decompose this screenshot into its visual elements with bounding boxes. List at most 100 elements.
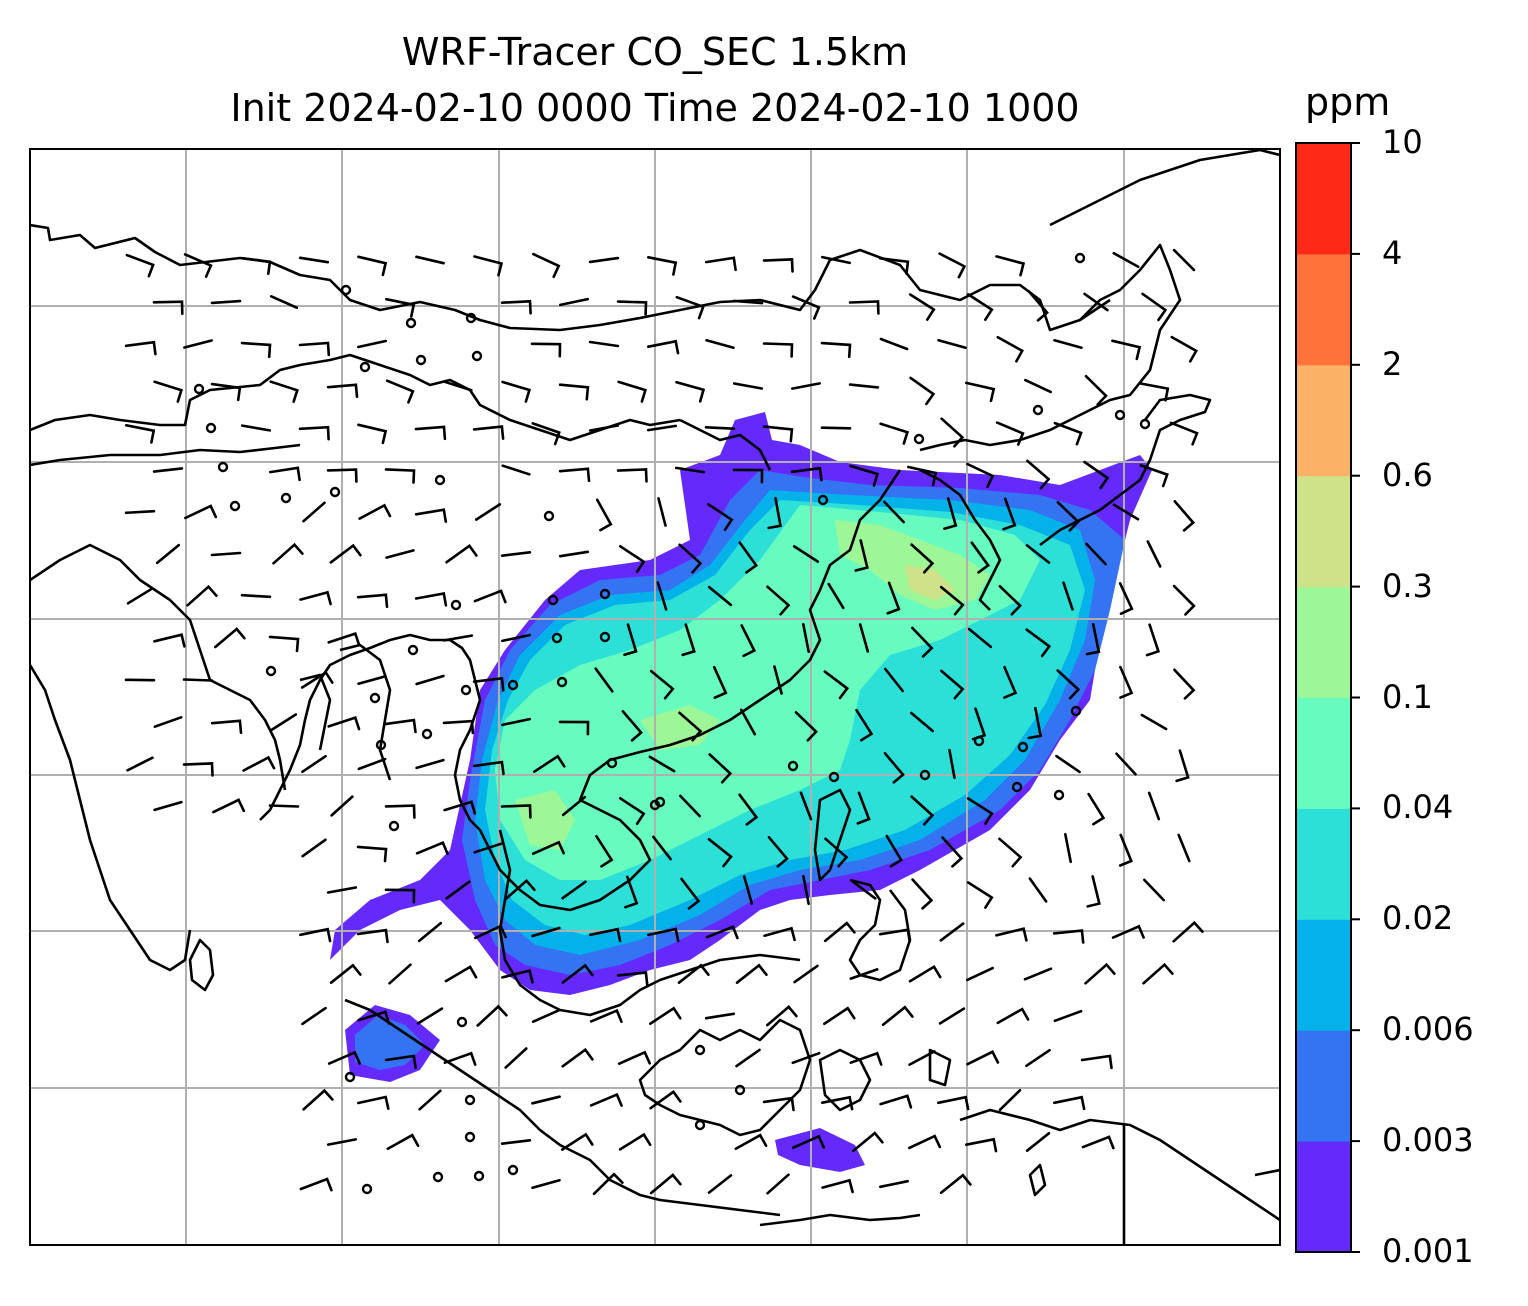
wind-barb — [937, 338, 967, 350]
wind-barb — [504, 878, 536, 901]
wind-barb — [152, 300, 184, 315]
calm-wind-circle — [828, 771, 840, 783]
wind-barb — [732, 299, 764, 305]
wind-barb — [268, 466, 301, 482]
wind-barb — [1173, 500, 1196, 532]
wind-barb — [1087, 792, 1106, 826]
calm-wind-circle — [1074, 252, 1086, 264]
wind-barb — [125, 253, 155, 278]
calm-wind-circle — [456, 1016, 468, 1028]
wind-barb — [738, 793, 759, 826]
wind-barb — [998, 1088, 1022, 1112]
wind-barb — [766, 1173, 790, 1195]
wind-barb — [1002, 497, 1017, 531]
calm-wind-circle — [913, 433, 925, 445]
calm-wind-circle — [421, 728, 433, 740]
colorbar-tick-label: 4 — [1382, 233, 1403, 272]
wind-barb — [966, 1050, 1000, 1066]
wind-barb — [474, 503, 502, 521]
calm-wind-circle — [973, 735, 985, 747]
wind-barb — [649, 669, 675, 700]
wind-barb — [649, 1006, 682, 1025]
colorbar-segment — [1296, 808, 1351, 920]
wind-barb — [357, 757, 387, 771]
wind-barb — [1172, 248, 1196, 272]
wind-barb — [384, 468, 416, 484]
wind-barb — [883, 500, 905, 524]
wind-barb — [1081, 1135, 1115, 1150]
wind-barb — [791, 1134, 825, 1149]
wind-barb — [647, 927, 680, 943]
wind-barb — [588, 340, 620, 348]
wind-barb — [298, 256, 330, 264]
wind-barb — [1139, 464, 1169, 488]
wind-barb — [445, 880, 471, 900]
wind-barb — [1173, 668, 1196, 700]
wind-barb — [791, 1051, 821, 1065]
wind-barb — [762, 1096, 795, 1112]
wind-barb — [939, 922, 965, 942]
wind-barb — [791, 382, 821, 390]
wind-barb — [1140, 713, 1168, 731]
calm-wind-circle — [465, 312, 477, 324]
calm-wind-circle — [734, 1084, 746, 1096]
wind-barb — [592, 1172, 624, 1196]
wind-barb — [909, 376, 936, 406]
wind-barb — [418, 1089, 442, 1111]
tracer-level-0.04 — [495, 505, 1040, 880]
wind-barb — [995, 421, 1025, 446]
wind-barb — [674, 466, 706, 474]
calm-wind-circle — [205, 422, 217, 434]
wind-barb — [941, 836, 964, 868]
wind-barb — [445, 543, 478, 564]
wind-barbs — [124, 248, 1204, 1196]
wind-barb — [560, 1132, 594, 1151]
calm-wind-circle — [1139, 418, 1151, 430]
colorbar-segment — [1296, 143, 1351, 255]
colorbar-tick-label: 0.001 — [1382, 1232, 1474, 1270]
wind-barb — [1055, 754, 1081, 774]
colorbar-segment — [1296, 1030, 1351, 1142]
wind-barb — [995, 255, 1026, 277]
wind-barb — [298, 341, 331, 357]
wind-barb — [472, 676, 505, 692]
wind-barb — [766, 585, 791, 616]
wind-barb — [1025, 628, 1052, 658]
wind-barb — [356, 593, 389, 609]
wind-barb — [998, 837, 1023, 868]
wind-barb — [1084, 962, 1116, 985]
wind-barb — [763, 926, 796, 942]
wind-barb — [561, 795, 587, 817]
wind-barb — [704, 256, 737, 272]
wind-barb — [792, 545, 820, 563]
wind-barb — [1023, 967, 1053, 981]
wind-barb — [762, 342, 794, 358]
wind-barb — [943, 497, 958, 530]
wind-barb — [1172, 920, 1204, 943]
calm-wind-circle — [599, 588, 611, 600]
wind-barb — [500, 1139, 532, 1145]
wind-barb — [619, 797, 646, 825]
wind-barb — [1141, 292, 1168, 322]
wind-barb — [965, 381, 996, 403]
wind-barb — [799, 791, 813, 821]
wind-barb — [531, 1095, 561, 1105]
wind-barb — [939, 585, 965, 616]
wind-barb — [269, 295, 299, 309]
wind-barb — [1177, 833, 1191, 863]
wind-barb — [501, 464, 531, 476]
wind-barb — [416, 1007, 444, 1025]
wind-barb — [675, 380, 706, 403]
colorbar-segment — [1296, 697, 1351, 809]
wind-barb — [883, 752, 905, 784]
wind-barb — [996, 1007, 1030, 1025]
wind-barb — [705, 339, 735, 349]
wind-barb — [1025, 544, 1051, 564]
wind-barb — [415, 758, 445, 770]
wind-barb — [908, 1050, 936, 1066]
wind-barb — [1052, 929, 1085, 944]
wind-barb — [967, 627, 993, 649]
wind-barb — [500, 551, 532, 557]
calm-wind-circle — [694, 1044, 706, 1056]
wind-barb — [656, 581, 668, 611]
